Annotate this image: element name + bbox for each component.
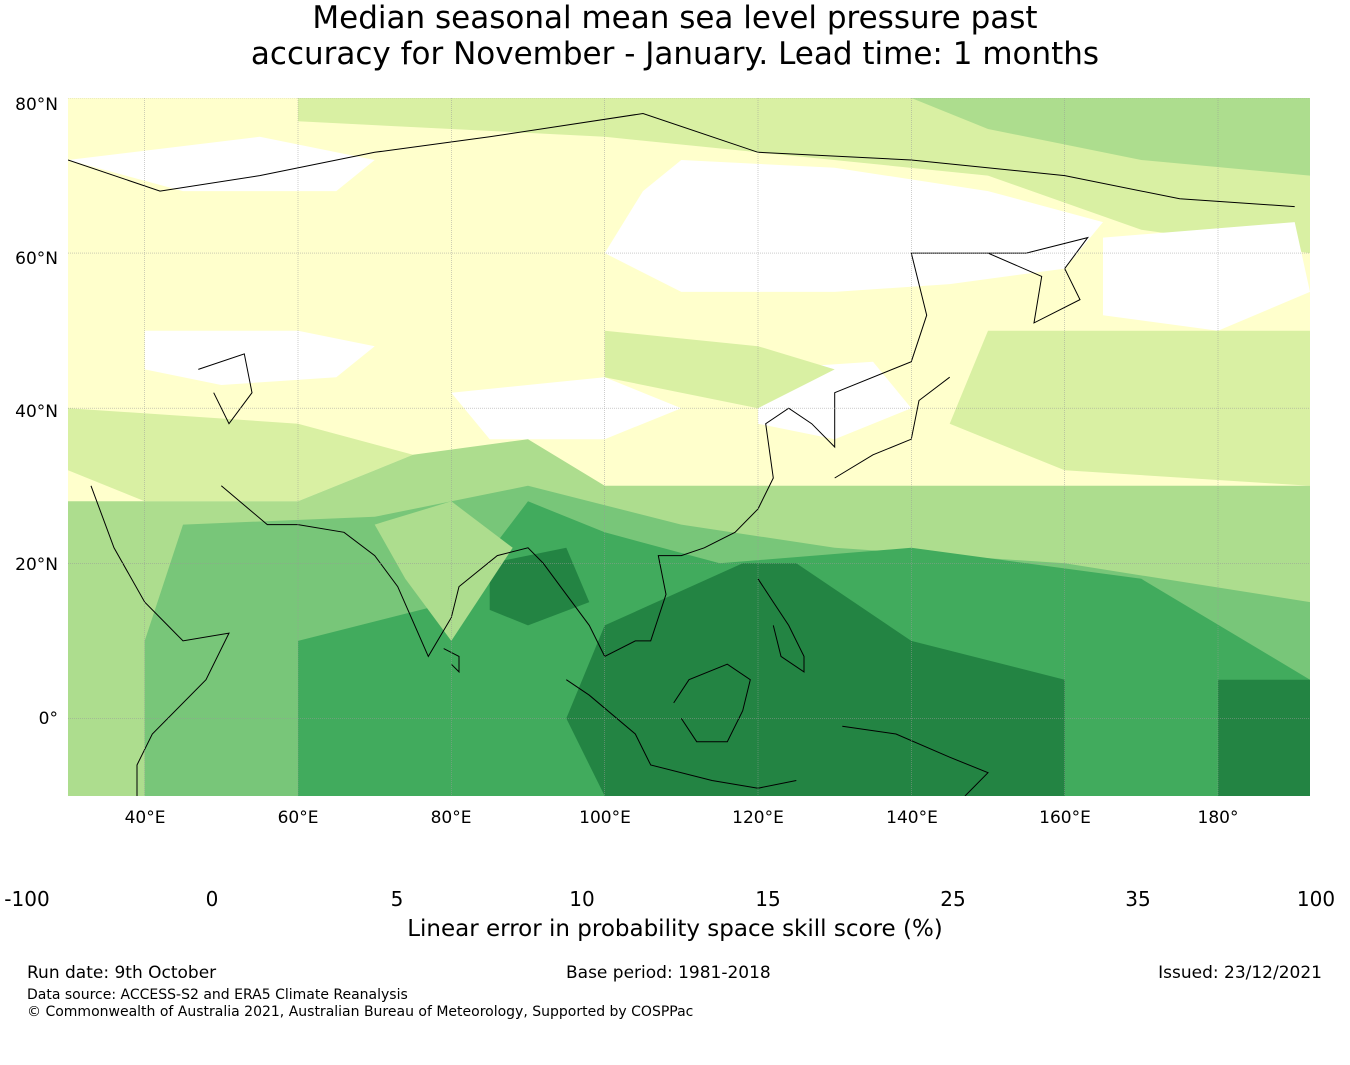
colorbar-tick: 10 [569,887,595,911]
colorbar-tick: 35 [1125,887,1151,911]
lon-label: 100°E [579,808,631,828]
copyright: © Commonwealth of Australia 2021, Austra… [27,1004,694,1020]
lon-label: 120°E [732,808,784,828]
colorbar-tick: 5 [390,887,404,911]
coastline-segment [757,578,805,673]
colorbar-tick: 0 [205,887,219,911]
lat-label: 0° [39,709,58,729]
colorbar-tick: 25 [940,887,966,911]
lon-label: 140°E [886,808,938,828]
bering-white [1103,222,1310,331]
siberia-white [604,160,1103,292]
caspian-white [144,330,375,385]
india-land [374,501,513,641]
map-field [68,98,1310,796]
dateline-core [1218,679,1310,796]
run-date: Run date: 9th October [27,963,217,983]
lon-label: 180° [1198,808,1239,828]
colorbar-tick: 15 [755,887,781,911]
colorbar-label: Linear error in probability space skill … [407,916,943,942]
coastlines [68,112,1295,796]
lat-label: 20°N [15,555,58,575]
coastline-segment [220,236,1089,658]
lon-label: 40°E [125,808,166,828]
skill-regions [68,98,1310,796]
data-source: Data source: ACCESS-S2 and ERA5 Climate … [27,987,408,1003]
colorbar-tick: 100 [1296,887,1336,911]
middle-east-green [68,408,413,502]
longitude-labels: 40°E 60°E 80°E 100°E 120°E 140°E 160°E 1… [125,808,1239,828]
coastline-segment [842,725,989,796]
lon-label: 60°E [278,808,319,828]
lat-label: 60°N [15,249,58,269]
title-line-1: Median seasonal mean sea level pressure … [312,0,1038,36]
coastline-segment [673,663,751,743]
title-line-2: accuracy for November - January. Lead ti… [250,36,1100,72]
lat-label: 80°N [15,95,58,115]
issued-date: Issued: 23/12/2021 [1158,963,1322,983]
latitude-labels: 80°N 60°N 40°N 20°N 0° [15,95,58,729]
arctic-band-mid [911,98,1310,176]
northpac-green [949,330,1310,486]
bay-of-bengal-core [489,547,590,626]
coastline-segment [68,112,1295,208]
lat-label: 40°N [15,402,58,422]
maritime-core [566,563,1065,796]
lon-label: 80°E [431,808,472,828]
lon-label: 160°E [1039,808,1091,828]
coastline-segment [834,376,951,479]
coastline-segment [90,485,230,796]
gridlines [68,98,1310,796]
skill-map: 80°N 60°N 40°N 20°N 0° 40°E 60°E 80°E 10… [15,95,1310,828]
chart-title: Median seasonal mean sea level pressure … [0,0,1350,72]
colorbar-tick: -100 [4,887,50,911]
mongolia-green [604,330,835,409]
base-period: Base period: 1981-2018 [566,963,771,983]
coastline-segment [198,353,253,425]
